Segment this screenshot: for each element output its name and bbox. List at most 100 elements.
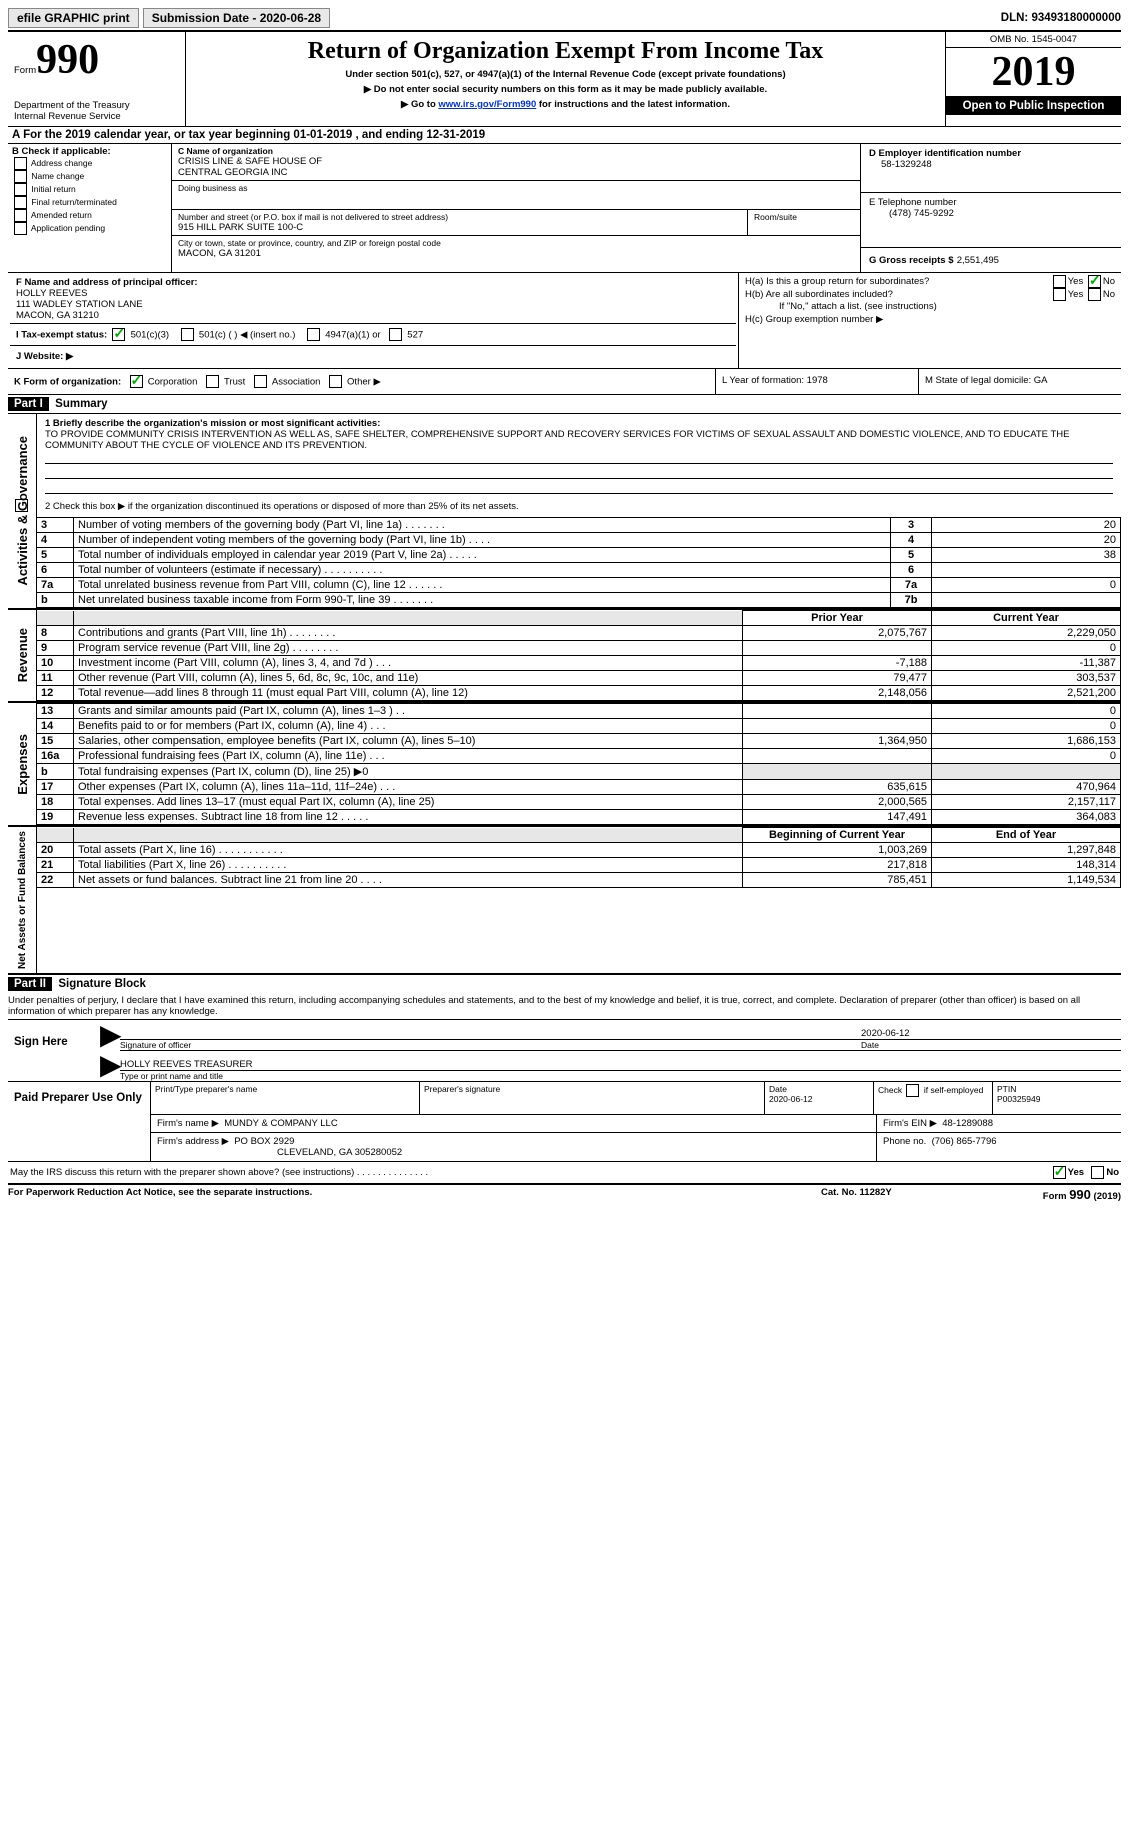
cell-prior: 1,003,269 [743, 843, 932, 858]
city-label: City or town, state or province, country… [178, 238, 854, 248]
cb-boxb-2[interactable] [14, 183, 27, 196]
row-num: 22 [37, 873, 74, 888]
firm-name: MUNDY & COMPANY LLC [224, 1118, 338, 1129]
part2-badge: Part II [8, 977, 52, 991]
row-num: 13 [37, 704, 74, 719]
cb-501c3[interactable] [112, 328, 125, 341]
submission-date-button[interactable]: Submission Date - 2020-06-28 [143, 8, 330, 28]
cell-current: 303,537 [932, 671, 1121, 686]
row-text: Program service revenue (Part VIII, line… [74, 641, 743, 656]
paid-preparer-label: Paid Preparer Use Only [8, 1082, 150, 1161]
cb-boxb-3[interactable] [14, 196, 27, 209]
officer-label: F Name and address of principal officer: [16, 277, 730, 288]
expenses-table: 13Grants and similar amounts paid (Part … [37, 703, 1121, 825]
row-num: 8 [37, 626, 74, 641]
col-begin: Beginning of Current Year [743, 828, 932, 843]
cell-prior: 1,364,950 [743, 734, 932, 749]
cb-hb-no[interactable] [1088, 288, 1101, 301]
row-text: Total number of individuals employed in … [74, 548, 891, 563]
ha-yes: Yes [1068, 276, 1084, 287]
row-value: 20 [932, 533, 1121, 548]
ein-value: 58-1329248 [869, 159, 1113, 170]
box-h: H(a) Is this a group return for subordin… [739, 273, 1121, 368]
form-label: Form990 [14, 36, 179, 84]
l1-label: 1 Briefly describe the organization's mi… [45, 418, 1113, 429]
check-self-employed: Check if self-employed [874, 1082, 993, 1114]
note-goto: ▶ Go to www.irs.gov/Form990 for instruct… [194, 99, 937, 110]
cb-ha-no[interactable] [1088, 275, 1101, 288]
l1-text: TO PROVIDE COMMUNITY CRISIS INTERVENTION… [45, 429, 1113, 451]
cb-self-employed[interactable] [906, 1084, 919, 1097]
paid-preparer-block: Paid Preparer Use Only Print/Type prepar… [8, 1082, 1121, 1162]
efile-graphic-print-button[interactable]: efile GRAPHIC print [8, 8, 139, 28]
room-label: Room/suite [754, 212, 854, 222]
page-footer: For Paperwork Reduction Act Notice, see … [8, 1185, 1121, 1202]
irs-link[interactable]: www.irs.gov/Form990 [438, 99, 536, 110]
tax-exempt-label: I Tax-exempt status: [16, 330, 107, 341]
box-deg: D Employer identification number 58-1329… [861, 144, 1121, 272]
website-label: J Website: ▶ [16, 351, 73, 362]
row-text: Total fundraising expenses (Part IX, col… [74, 764, 743, 780]
cb-4947[interactable] [307, 328, 320, 341]
box-b-title: B Check if applicable: [12, 146, 167, 157]
firm-phone-label: Phone no. [883, 1136, 926, 1147]
row-num: 17 [37, 780, 74, 795]
row-text: Total expenses. Add lines 13–17 (must eq… [74, 795, 743, 810]
cell-current: 470,964 [932, 780, 1121, 795]
top-bar: efile GRAPHIC print Submission Date - 20… [8, 8, 1121, 32]
cb-assoc[interactable] [254, 375, 267, 388]
form-org-label: K Form of organization: [14, 377, 121, 388]
row-num: 14 [37, 719, 74, 734]
cb-discuss-yes[interactable] [1053, 1166, 1066, 1179]
gov-row: 7aTotal unrelated business revenue from … [37, 578, 1121, 593]
firm-addr-label: Firm's address ▶ [157, 1136, 229, 1147]
officer-addr1: 111 WADLEY STATION LANE [16, 299, 730, 310]
row-num: b [37, 593, 74, 608]
part1-header: Part I Summary [8, 395, 1121, 414]
org-name-label: C Name of organization [178, 146, 854, 156]
cb-ha-yes[interactable] [1053, 275, 1066, 288]
row-box: 7b [891, 593, 932, 608]
gov-table: 3Number of voting members of the governi… [37, 517, 1121, 608]
firm-phone: (706) 865-7796 [932, 1136, 997, 1147]
data-row: 22Net assets or fund balances. Subtract … [37, 873, 1121, 888]
row-num: 3 [37, 518, 74, 533]
row-text: Revenue less expenses. Subtract line 18 … [74, 810, 743, 825]
cb-corp[interactable] [130, 375, 143, 388]
note-ssn: ▶ Do not enter social security numbers o… [194, 84, 937, 95]
cb-discuss-no[interactable] [1091, 1166, 1104, 1179]
cell-current: 364,083 [932, 810, 1121, 825]
row-value: 38 [932, 548, 1121, 563]
dln-label: DLN: 93493180000000 [1001, 12, 1121, 24]
row-box: 6 [891, 563, 932, 578]
cb-boxb-4[interactable] [14, 209, 27, 222]
open-public-badge: Open to Public Inspection [946, 97, 1121, 115]
part2-heading: Signature Block [58, 978, 146, 990]
city: MACON, GA 31201 [178, 248, 854, 259]
cb-527[interactable] [389, 328, 402, 341]
cb-boxb-5[interactable] [14, 222, 27, 235]
row-text: Total revenue—add lines 8 through 11 (mu… [74, 686, 743, 701]
cb-l2[interactable] [15, 499, 28, 512]
data-row: 12Total revenue—add lines 8 through 11 (… [37, 686, 1121, 701]
cb-other[interactable] [329, 375, 342, 388]
type-name-label: Type or print name and title [120, 1070, 1121, 1081]
row-num: 15 [37, 734, 74, 749]
prep-name-label: Print/Type preparer's name [151, 1082, 420, 1114]
cb-501c[interactable] [181, 328, 194, 341]
cb-hb-yes[interactable] [1053, 288, 1066, 301]
firm-ein: 48-1289088 [942, 1118, 993, 1129]
row-text: Salaries, other compensation, employee b… [74, 734, 743, 749]
cell-prior [743, 719, 932, 734]
row-value [932, 563, 1121, 578]
state-domicile: M State of legal domicile: GA [919, 369, 1121, 394]
firm-name-label: Firm's name ▶ [157, 1118, 219, 1129]
cb-boxb-0[interactable] [14, 157, 27, 170]
cell-prior: 2,000,565 [743, 795, 932, 810]
street-label: Number and street (or P.O. box if mail i… [178, 212, 741, 222]
cell-prior [743, 704, 932, 719]
cb-trust[interactable] [206, 375, 219, 388]
data-row: 17Other expenses (Part IX, column (A), l… [37, 780, 1121, 795]
line-a-period: A For the 2019 calendar year, or tax yea… [8, 127, 1121, 144]
cb-boxb-1[interactable] [14, 170, 27, 183]
